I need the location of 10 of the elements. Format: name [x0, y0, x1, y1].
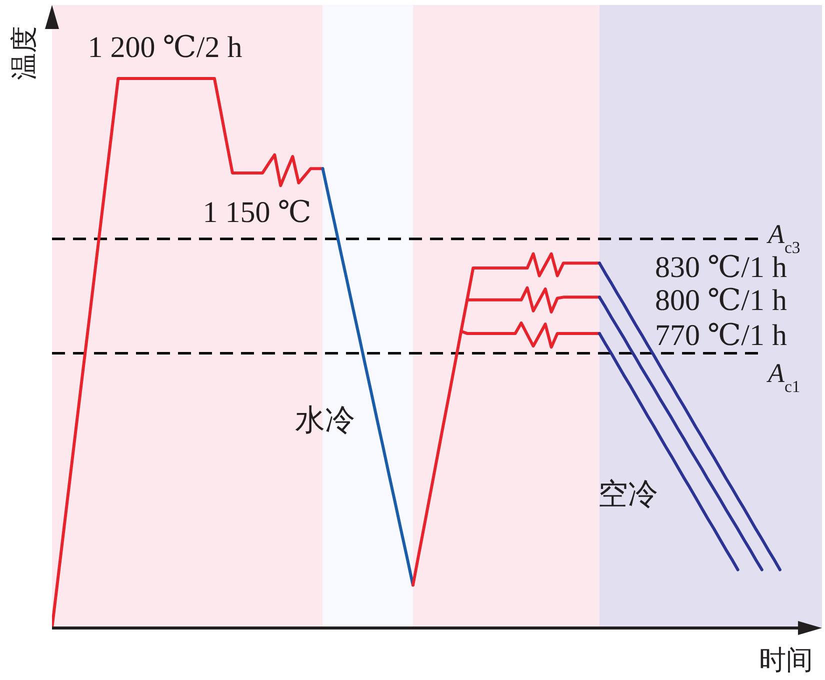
annotation: 1 150 ℃ — [202, 196, 312, 228]
annotation: 水冷 — [295, 404, 355, 436]
text: 1 200 ℃/2 h — [88, 30, 242, 64]
ref-line-label: A$_{c3}$ — [766, 218, 800, 256]
annotation: 770 ℃/1 h — [655, 318, 787, 352]
x-axis-title: 时间 — [759, 645, 813, 675]
y-axis-title: 温度 — [9, 26, 39, 80]
annotation: 空冷 — [598, 478, 658, 510]
annotation: 800 ℃/1 h — [655, 284, 787, 316]
ref-line-label: A$_{c1}$ — [766, 358, 800, 396]
